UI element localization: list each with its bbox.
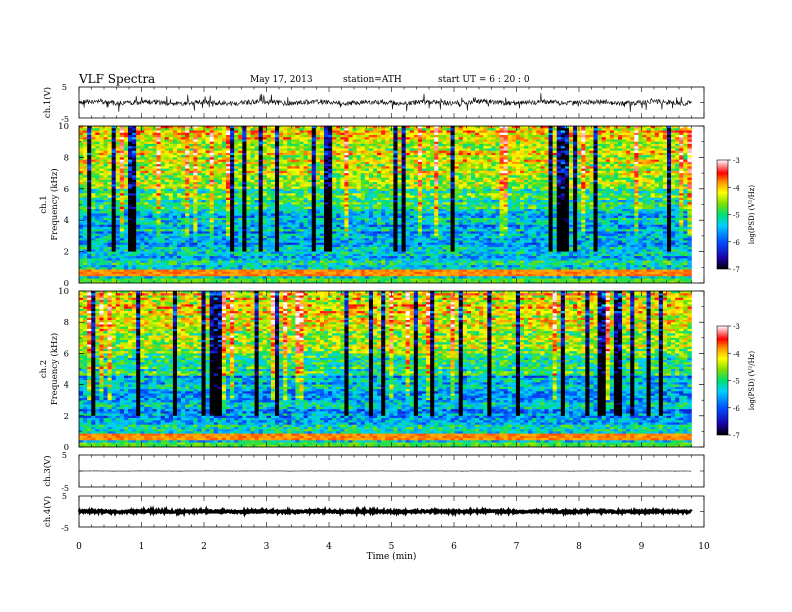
ch4-waveform-panel: 5 -5 ch.4(V) xyxy=(42,492,704,533)
xtick-2: 2 xyxy=(201,542,207,552)
xtick-3: 3 xyxy=(264,542,270,552)
ch1spec-ytick-8: 8 xyxy=(64,153,69,163)
ch2spec-ytick-2: 2 xyxy=(64,412,69,422)
ch2spec-cells xyxy=(79,291,692,447)
ch2spec-ylabel: Frequency (kHz) xyxy=(49,333,60,405)
colorbar-label: log(PSD) (V²/Hz) xyxy=(748,185,756,244)
ch2spec-ytick-10: 10 xyxy=(58,287,69,297)
colorbar-tick--4: -4 xyxy=(733,350,740,358)
xtick-7: 7 xyxy=(514,542,520,552)
colorbar-label: log(PSD) (V²/Hz) xyxy=(748,351,756,410)
ch4wave-trace xyxy=(79,510,692,512)
colorbar-tick--6: -6 xyxy=(733,239,740,247)
xtick-1: 1 xyxy=(139,542,145,552)
station-label: station=ATH xyxy=(343,75,402,85)
xtick-10: 10 xyxy=(698,542,710,552)
ch2spec-ytick-8: 8 xyxy=(64,318,69,328)
ch1-waveform-panel: 5-5ch.1(V) xyxy=(42,83,704,124)
ch1spec-ytick-2: 2 xyxy=(64,248,69,258)
colorbar-tick--3: -3 xyxy=(733,323,740,331)
ch1spec-channel-label: ch.1 xyxy=(39,195,49,213)
colorbar-gradient xyxy=(717,160,728,269)
ch1-colorbar: -3 -4 -5 -6 -7 log(PSD) (V²/Hz) xyxy=(717,157,756,274)
ch2spec-ytick-6: 6 xyxy=(64,349,69,359)
xtick-5: 5 xyxy=(389,542,395,552)
colorbar-tick--5: -5 xyxy=(733,378,740,386)
time-axis: 0 1 2 3 4 5 6 7 8 9 10 Time (min) xyxy=(76,542,710,562)
figure-title: VLF Spectra xyxy=(78,72,155,86)
ch2-colorbar: -3 -4 -5 -6 -7 log(PSD) (V²/Hz) xyxy=(717,323,756,440)
colorbar-gradient xyxy=(717,326,728,435)
ch1spec-ytick-10: 10 xyxy=(58,122,69,132)
ch1wave-ytick-max: 5 xyxy=(62,83,67,92)
ch3-waveform-panel: 5-5ch.3(V) xyxy=(42,451,704,493)
ch1spec-ytick-4: 4 xyxy=(64,216,69,226)
colorbar-tick--4: -4 xyxy=(733,184,740,192)
xtick-4: 4 xyxy=(326,542,332,552)
ch1spec-ytick-6: 6 xyxy=(64,185,69,195)
ch1spec-cells xyxy=(79,126,692,283)
ch2spec-ytick-4: 4 xyxy=(64,381,69,391)
ch3wave-ylabel: ch.3(V) xyxy=(42,455,53,486)
colorbar-tick--6: -6 xyxy=(733,405,740,413)
ch4wave-ylabel: ch.4(V) xyxy=(42,496,53,527)
xtick-0: 0 xyxy=(76,542,82,552)
start-time-label: start UT = 6 : 20 : 0 xyxy=(438,75,530,85)
xtick-8: 8 xyxy=(576,542,582,552)
xtick-9: 9 xyxy=(639,542,645,552)
ch1wave-ylabel: ch.1(V) xyxy=(42,87,53,118)
date-label: May 17, 2013 xyxy=(250,75,313,85)
ch3wave-ytick-max: 5 xyxy=(62,451,67,460)
colorbar-tick--3: -3 xyxy=(733,157,740,165)
ch2spec-channel-label: ch.2 xyxy=(39,360,49,378)
ch1wave-trace xyxy=(79,93,692,112)
ch3wave-trace xyxy=(79,471,692,472)
colorbar-tick--7: -7 xyxy=(733,432,740,440)
colorbar-tick--5: -5 xyxy=(733,212,740,220)
ch1spec-ylabel: Frequency (kHz) xyxy=(49,168,60,240)
ch4wave-ytick-max: 5 xyxy=(62,492,67,501)
ch4wave-ytick-min: -5 xyxy=(61,524,69,533)
colorbar-tick--7: -7 xyxy=(733,266,740,274)
x-axis-label: Time (min) xyxy=(367,551,417,562)
vlf-spectra-figure: VLF Spectra May 17, 2013 station=ATH sta… xyxy=(0,0,792,612)
xtick-6: 6 xyxy=(451,542,457,552)
